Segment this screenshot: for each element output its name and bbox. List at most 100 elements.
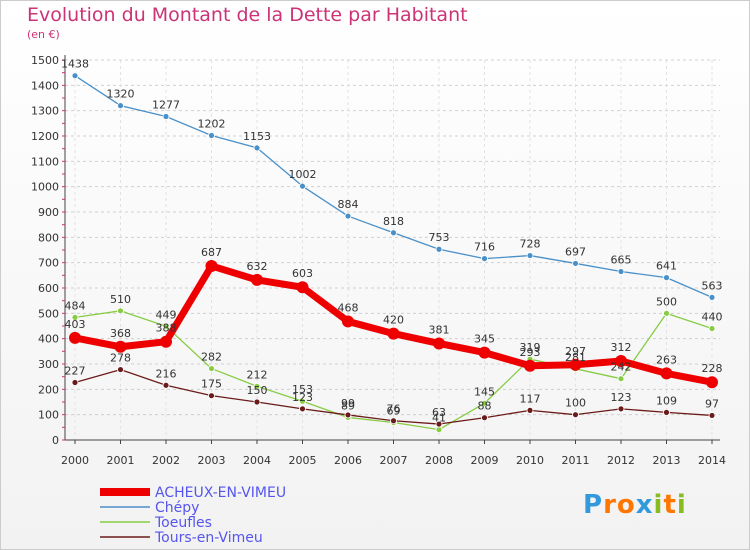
data-point xyxy=(478,346,491,359)
data-label: 753 xyxy=(429,231,450,244)
data-label: 99 xyxy=(341,397,355,410)
data-label: 278 xyxy=(110,352,131,365)
data-point xyxy=(572,411,579,419)
data-point xyxy=(390,417,397,425)
data-label: 884 xyxy=(338,198,359,211)
data-label: 500 xyxy=(656,295,677,308)
data-point xyxy=(526,252,534,259)
data-point xyxy=(71,379,79,386)
data-point xyxy=(344,411,352,419)
x-tick-label: 2008 xyxy=(425,454,453,467)
data-point xyxy=(481,399,488,407)
data-point xyxy=(572,260,579,267)
data-label: 1277 xyxy=(152,98,180,111)
data-point xyxy=(660,367,673,380)
y-tick-label: 1100 xyxy=(31,155,59,168)
data-point xyxy=(253,144,261,152)
legend-label: Chépy xyxy=(155,500,199,516)
logo-letter: o xyxy=(616,490,636,520)
data-point xyxy=(253,382,261,390)
y-tick-label: 500 xyxy=(38,307,59,320)
data-point xyxy=(615,354,627,367)
y-tick-label: 100 xyxy=(38,409,59,422)
y-tick-label: 1500 xyxy=(31,54,59,67)
data-label: 468 xyxy=(338,301,359,314)
data-label: 228 xyxy=(702,362,723,375)
y-tick-label: 700 xyxy=(38,257,59,270)
data-point xyxy=(708,412,716,419)
legend-label: Toeufles xyxy=(154,515,212,531)
y-tick-label: 200 xyxy=(38,383,59,396)
data-label: 641 xyxy=(656,260,677,273)
data-point xyxy=(205,259,218,272)
data-label: 440 xyxy=(702,311,723,324)
data-label: 97 xyxy=(705,397,719,410)
data-label: 109 xyxy=(656,394,677,407)
x-tick-label: 2001 xyxy=(107,454,135,467)
data-point xyxy=(663,274,670,282)
data-label: 41 xyxy=(432,412,446,425)
data-point xyxy=(663,408,670,416)
data-point xyxy=(208,392,215,400)
x-tick-label: 2012 xyxy=(607,454,635,467)
data-point xyxy=(251,273,263,286)
legend-label: Tours-en-Vimeu xyxy=(154,530,263,546)
data-point xyxy=(299,182,306,190)
data-label: 510 xyxy=(110,293,131,306)
data-label: 716 xyxy=(474,241,495,254)
data-label: 665 xyxy=(611,254,632,267)
data-point xyxy=(617,268,625,275)
data-label: 282 xyxy=(201,351,222,364)
data-label: 145 xyxy=(474,385,495,398)
y-tick-label: 900 xyxy=(38,206,59,219)
data-point xyxy=(481,255,488,263)
data-label: 63 xyxy=(432,406,446,419)
x-tick-label: 2011 xyxy=(562,454,590,467)
data-point xyxy=(617,375,625,383)
data-point xyxy=(117,307,124,315)
data-label: 1153 xyxy=(243,130,271,143)
data-point xyxy=(390,229,397,237)
data-point xyxy=(71,72,79,80)
data-label: 89 xyxy=(341,399,355,412)
data-label: 175 xyxy=(201,378,222,391)
data-point xyxy=(208,365,215,372)
data-point xyxy=(162,381,170,389)
data-point xyxy=(69,331,81,344)
data-point xyxy=(71,313,79,321)
data-label: 403 xyxy=(65,318,86,331)
data-label: 227 xyxy=(65,364,86,377)
data-label: 297 xyxy=(565,345,586,358)
y-tick-label: 1400 xyxy=(31,79,59,92)
data-point xyxy=(706,376,718,389)
data-label: 281 xyxy=(565,351,586,364)
logo-letter: r xyxy=(603,490,617,520)
x-tick-label: 2000 xyxy=(61,454,89,467)
data-point xyxy=(708,293,716,301)
data-label: 150 xyxy=(247,384,268,397)
y-tick-label: 300 xyxy=(38,358,59,371)
x-tick-label: 2003 xyxy=(198,454,226,467)
data-label: 76 xyxy=(387,403,401,416)
data-label: 484 xyxy=(65,299,86,312)
data-label: 687 xyxy=(201,246,222,259)
data-label: 381 xyxy=(429,323,450,336)
x-tick-label: 2014 xyxy=(698,454,726,467)
data-label: 212 xyxy=(247,368,268,381)
data-point xyxy=(162,113,170,120)
x-tick-label: 2006 xyxy=(334,454,362,467)
data-point xyxy=(617,405,625,413)
y-tick-label: 600 xyxy=(38,282,59,295)
logo-letter: i xyxy=(676,490,687,520)
x-tick-label: 2004 xyxy=(243,454,271,467)
data-label: 728 xyxy=(520,238,541,251)
y-tick-label: 0 xyxy=(52,434,59,447)
y-tick-label: 1000 xyxy=(31,181,59,194)
data-point xyxy=(344,212,352,220)
data-label: 697 xyxy=(565,245,586,258)
x-tick-label: 2009 xyxy=(471,454,499,467)
data-label: 123 xyxy=(292,391,313,404)
data-point xyxy=(114,340,127,353)
data-point xyxy=(708,325,716,332)
